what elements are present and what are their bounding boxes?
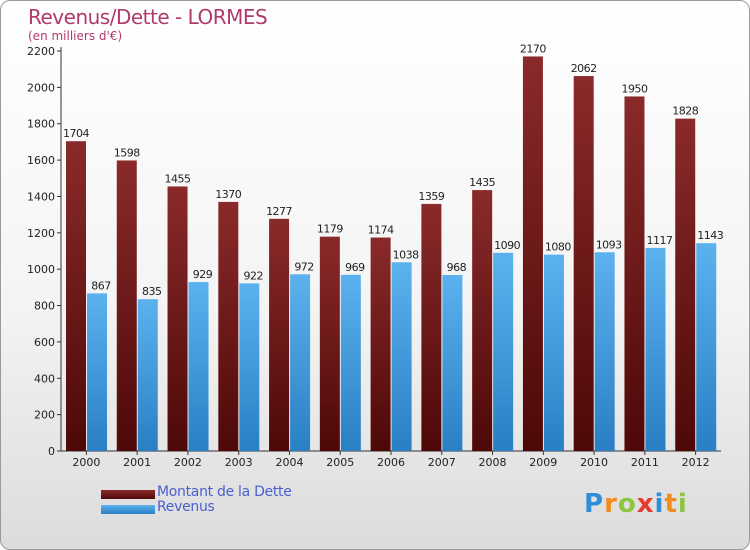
x-tick-label: 2001 [123,456,151,469]
chart-title: Revenus/Dette - LORMES [28,5,268,29]
data-label-debt: 1179 [317,223,343,236]
bar-revenue [442,275,463,451]
bar-debt [370,237,391,451]
bar-revenue [340,274,361,451]
bar-revenue [391,262,412,451]
logo-letter: r [604,489,618,519]
data-label-debt: 1359 [418,190,444,203]
logo-letter: P [584,489,605,519]
x-tick-label: 2011 [631,456,659,469]
data-label-debt: 1174 [368,224,394,237]
data-label-revenue: 1093 [596,238,622,251]
data-label-revenue: 929 [193,268,213,281]
bar-debt [167,186,188,452]
bar-revenue [543,254,564,451]
bar-debt [675,118,696,452]
x-tick-label: 2007 [428,456,456,469]
bar-debt [218,201,239,451]
data-label-debt: 1455 [165,172,191,185]
data-label-revenue: 1038 [393,248,419,261]
data-label-revenue: 972 [294,260,314,273]
bar-debt [66,141,86,451]
bar-revenue [594,252,615,451]
proxiti-logo: Proxiti [584,489,688,519]
logo-letter: t [664,489,678,519]
bar-revenue [87,293,107,451]
x-tick-label: 2003 [225,456,253,469]
data-label-debt: 1277 [266,205,292,218]
data-label-debt: 1950 [621,82,647,95]
y-tick-label: 600 [34,336,55,349]
bar-revenue [696,243,717,451]
y-tick-label: 0 [48,445,55,458]
bar-debt [421,203,442,451]
bar-revenue [239,283,260,451]
logo-letter: i [654,489,665,519]
data-label-debt: 1370 [215,188,241,201]
data-label-revenue: 1143 [697,229,723,242]
bar-revenue [290,274,311,451]
bar-debt [319,236,340,451]
data-label-revenue: 922 [244,269,264,282]
data-label-debt: 1435 [469,176,495,189]
data-label-debt: 2062 [571,62,597,75]
legend-label-revenue: Revenus [157,499,215,515]
legend-swatch-debt [101,490,155,499]
data-label-debt: 1598 [114,146,140,159]
bar-debt [522,56,543,452]
x-tick-label: 2006 [377,456,405,469]
logo-letter: x [636,489,655,519]
legend-swatch-revenue [101,505,155,514]
x-tick-label: 2004 [275,456,303,469]
data-label-revenue: 835 [142,285,162,298]
data-label-debt: 1828 [672,105,698,118]
data-label-debt: 1704 [63,127,89,140]
bar-revenue [137,299,158,451]
x-tick-label: 2008 [479,456,507,469]
y-tick-label: 400 [34,372,55,385]
y-tick-label: 1400 [27,190,55,203]
data-label-revenue: 1080 [545,241,571,254]
logo-letter: i [677,489,688,519]
bar-revenue [493,252,514,451]
bar-debt [269,218,290,451]
bar-revenue [645,247,666,451]
x-tick-label: 2009 [529,456,557,469]
y-tick-label: 1800 [27,118,55,131]
bar-debt [573,76,594,451]
data-label-debt: 2170 [520,42,546,55]
y-tick-label: 1200 [27,227,55,240]
chart-subtitle: (en milliers d'€) [28,29,123,43]
bar-revenue [188,282,209,451]
x-tick-label: 2000 [72,456,100,469]
plot-area: 0 200 400 600 800 1000 1200 1400 1600 1800 2000 220… [27,42,724,469]
data-label-revenue: 969 [345,261,365,274]
data-label-revenue: 1117 [646,234,672,247]
y-tick-label: 1600 [27,154,55,167]
bar-debt [472,190,493,451]
y-tick-label: 2200 [27,45,55,58]
bar-debt [624,96,645,452]
legend-label-debt: Montant de la Dette [157,484,292,500]
y-tick-label: 2000 [27,81,55,94]
x-tick-label: 2002 [174,456,202,469]
x-tick-label: 2010 [580,456,608,469]
x-tick-label: 2012 [682,456,710,469]
y-tick-label: 800 [34,300,55,313]
data-label-revenue: 867 [91,279,111,292]
data-label-revenue: 1090 [494,239,520,252]
logo-letter: o [617,489,637,519]
y-tick-label: 200 [34,409,55,422]
data-label-revenue: 968 [447,261,467,274]
bar-debt [116,160,137,452]
y-tick-label: 1000 [27,263,55,276]
x-tick-label: 2005 [326,456,354,469]
